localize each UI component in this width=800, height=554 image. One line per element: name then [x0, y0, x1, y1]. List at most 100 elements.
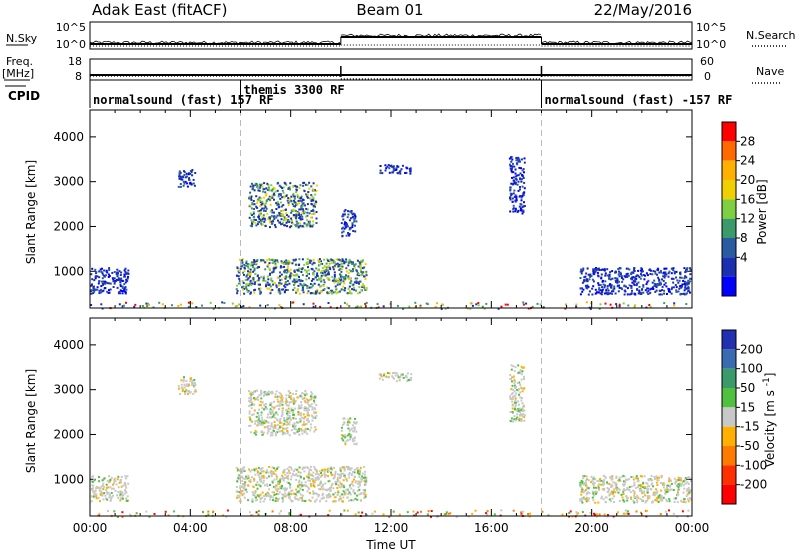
range-cell-7-305 [617, 284, 620, 287]
range-cell-3-332 [311, 408, 314, 411]
range-cell-3-318 [291, 221, 294, 224]
range-cell-6-120 [511, 407, 514, 410]
range-cell-7-234 [641, 270, 644, 273]
range-cell-0-104 [123, 269, 126, 272]
range-cell-0-89 [106, 282, 109, 285]
range-cell-3-9 [276, 431, 279, 434]
range-cell-6-120 [520, 167, 522, 170]
range-cell-6-66 [519, 177, 521, 180]
range-cell-2-38 [336, 476, 339, 479]
range-cell-2-337 [264, 493, 267, 496]
range-cell-3-283 [273, 198, 275, 201]
range-cell-0-124 [103, 275, 106, 278]
range-cell-2-167 [286, 481, 289, 484]
range-cell-2-611 [327, 475, 329, 478]
range-cell-2-474 [337, 484, 340, 486]
range-cell-0-57 [112, 483, 114, 486]
range-cell-3-368 [284, 218, 287, 221]
range-cell-2-224 [284, 473, 287, 476]
range-cell-2-675 [319, 482, 322, 485]
range-cell-2-266 [243, 496, 246, 499]
range-cell-7-400 [625, 274, 628, 277]
range-cell-3-34 [254, 221, 257, 224]
range-cell-8-51 [615, 303, 618, 306]
range-cell-2-593 [327, 480, 330, 483]
range-cell-5-31 [388, 372, 391, 375]
range-cell-7-79 [680, 284, 683, 287]
range-cell-8-79 [430, 515, 432, 518]
range-cell-2-392 [328, 266, 331, 269]
range-cell-3-398 [273, 406, 276, 409]
range-cell-0-71 [109, 499, 112, 502]
range-cell-2-596 [340, 483, 343, 485]
range-cell-4-17 [340, 429, 343, 432]
range-cell-3-161 [305, 215, 308, 218]
range-cell-7-328 [585, 498, 588, 501]
range-cell-6-96 [517, 180, 520, 183]
range-cell-3-410 [288, 423, 291, 426]
range-cell-7-244 [641, 496, 644, 498]
range-cell-2-357 [348, 472, 351, 474]
range-cell-0-45 [120, 475, 123, 478]
range-cell-7-405 [643, 490, 646, 493]
range-cell-7-138 [599, 483, 602, 486]
range-cell-7-144 [609, 271, 612, 274]
range-cell-3-448 [270, 184, 273, 187]
range-cell-3-104 [307, 191, 310, 193]
range-cell-7-412 [649, 273, 652, 275]
range-cell-2-656 [316, 290, 318, 293]
range-cell-2-571 [353, 478, 355, 481]
range-cell-7-444 [646, 499, 649, 502]
range-cell-0-97 [91, 481, 94, 483]
range-cell-7-446 [618, 271, 621, 274]
range-cell-3-317 [279, 421, 282, 424]
range-cell-7-109 [660, 293, 663, 296]
range-cell-8-104 [278, 512, 281, 515]
range-cell-3-429 [266, 421, 269, 423]
range-cell-2-38 [245, 260, 248, 263]
range-cell-7-153 [632, 478, 635, 481]
range-cell-3-412 [256, 202, 259, 205]
range-cell-4-4 [348, 228, 351, 231]
range-cell-7-376 [621, 475, 623, 478]
range-cell-2-106 [295, 488, 298, 491]
range-cell-3-216 [268, 221, 271, 224]
range-cell-7-233 [640, 273, 642, 276]
range-cell-7-288 [625, 273, 628, 276]
range-cell-0-43 [126, 280, 129, 283]
range-cell-7-284 [685, 287, 688, 290]
range-cell-2-422 [284, 290, 286, 293]
range-cell-2-651 [238, 277, 241, 280]
range-cell-2-293 [245, 287, 247, 290]
range-cell-3-395 [305, 423, 308, 425]
range-cell-7-218 [683, 499, 686, 502]
range-cell-7-244 [647, 290, 650, 292]
range-cell-2-395 [290, 490, 293, 492]
range-cell-3-297 [277, 404, 280, 407]
range-cell-0-5 [109, 480, 112, 483]
range-cell-3-84 [266, 392, 269, 395]
range-cell-2-640 [266, 483, 269, 486]
range-cell-2-26 [298, 267, 300, 270]
range-cell-3-421 [292, 417, 295, 420]
range-cell-7-120 [656, 478, 659, 481]
range-cell-2-564 [304, 500, 307, 503]
range-cell-6-130 [523, 375, 525, 378]
range-cell-7-300 [687, 483, 690, 485]
range-cell-8-133 [589, 307, 592, 310]
range-cell-3-264 [278, 184, 281, 187]
range-cell-3-354 [296, 212, 299, 215]
range-cell-5-36 [395, 380, 398, 383]
range-cell-2-131 [296, 280, 299, 283]
range-cell-1-39 [178, 175, 181, 178]
range-cell-6-89 [521, 206, 524, 208]
range-cell-3-56 [306, 414, 309, 417]
range-cell-1-46 [179, 176, 182, 179]
range-cell-2-492 [267, 475, 270, 478]
range-cell-7-206 [626, 272, 629, 275]
range-cell-8-10 [348, 305, 351, 308]
range-cell-7-448 [579, 293, 582, 296]
range-cell-7-393 [661, 482, 664, 485]
range-cell-2-587 [355, 289, 357, 292]
range-cell-3-264 [313, 407, 316, 410]
